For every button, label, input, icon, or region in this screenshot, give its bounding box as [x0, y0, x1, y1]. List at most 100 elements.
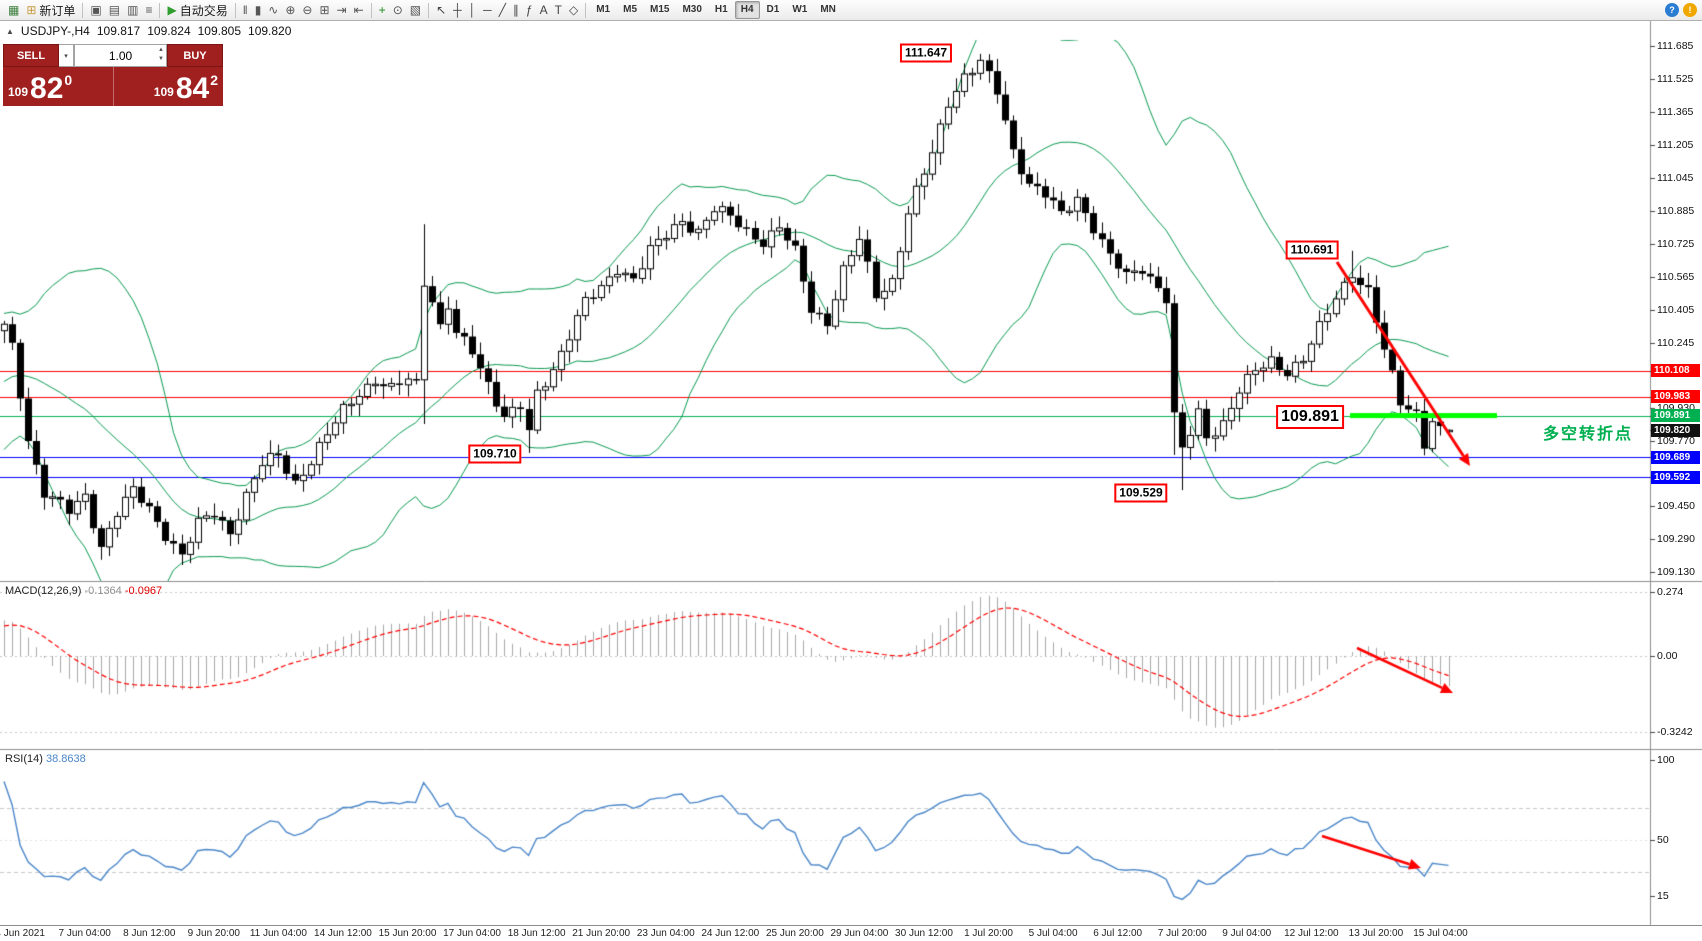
buy-button[interactable]: BUY: [167, 44, 223, 67]
trendline-icon[interactable]: ╱: [496, 1, 509, 19]
line-chart-icon[interactable]: ∿: [265, 1, 281, 19]
timeframe-button-h4[interactable]: H4: [734, 1, 760, 19]
sell-button[interactable]: SELL: [3, 44, 59, 67]
auto-scroll-icon[interactable]: ⇥: [334, 1, 350, 19]
time-label: 6 Jul 12:00: [1093, 928, 1143, 939]
time-label: 25 Jun 20:00: [765, 928, 824, 939]
trendline-icon: ╱: [498, 3, 506, 17]
chart-window-icon[interactable]: ▣: [87, 1, 104, 19]
candlestick-icon[interactable]: ▮: [252, 1, 265, 19]
buy-price[interactable]: 109 84 2: [112, 67, 224, 106]
channel-icon: ∥: [512, 3, 519, 17]
ask-sup: 2: [210, 72, 218, 88]
time-label: 8 Jun 12:00: [123, 928, 176, 939]
time-label: 15 Jul 04:00: [1413, 928, 1468, 939]
fibonacci-icon[interactable]: ƒ: [523, 1, 536, 19]
one-click-collapse-icon[interactable]: ▲: [6, 26, 14, 36]
one-click-trading-panel: SELL ▾ 1.00 ▲ ▼ BUY 109 82 0 109 84 2: [3, 44, 223, 106]
market-watch-icon: ▥: [127, 3, 139, 17]
templates-icon[interactable]: ▧: [407, 1, 424, 19]
horizontal-line-icon[interactable]: ─: [480, 1, 495, 19]
shapes-icon[interactable]: ◇: [566, 1, 581, 19]
time-label: 4 Jun 2021: [0, 928, 45, 939]
vertical-line-icon: │: [468, 3, 477, 17]
alerts-icon[interactable]: !: [1683, 3, 1697, 17]
time-label: 9 Jun 20:00: [187, 928, 240, 939]
timeframe-button-m15[interactable]: M15: [650, 4, 670, 15]
text-icon[interactable]: A: [537, 1, 551, 19]
new-order-button[interactable]: ⊞ 新订单: [23, 1, 78, 19]
autotrading-button[interactable]: ▶ 自动交易: [164, 1, 230, 19]
zoom-out-icon[interactable]: ⊖: [299, 1, 315, 19]
autotrading-glyph: ▶: [167, 3, 177, 17]
time-label: 30 Jun 12:00: [895, 928, 953, 939]
new-order-button-label: 新订单: [39, 3, 76, 18]
fibonacci-icon: ƒ: [525, 3, 533, 17]
cursor-icon[interactable]: ↖: [433, 1, 449, 19]
new-chart-icon: ▦: [8, 3, 20, 17]
toolbar-separator: [159, 2, 161, 18]
timeframe-button-d1[interactable]: D1: [766, 4, 780, 15]
vertical-line-icon[interactable]: │: [466, 1, 480, 19]
navigator-icon: ≡: [145, 3, 153, 17]
chart-shift-icon: ⇤: [353, 3, 364, 17]
crosshair-icon[interactable]: ┼: [450, 1, 465, 19]
toolbar-separator: [428, 2, 430, 18]
rsi-value: 38.8638: [45, 753, 86, 765]
ask-big: 84: [175, 72, 210, 105]
sell-price[interactable]: 109 82 0: [3, 67, 113, 106]
time-label: 29 Jun 04:00: [830, 928, 889, 939]
time-label: 11 Jun 04:00: [249, 928, 307, 939]
time-label: 1 Jul 20:00: [964, 928, 1013, 939]
label-icon: T: [554, 3, 562, 17]
market-watch-icon[interactable]: ▥: [124, 1, 141, 19]
indicators-icon[interactable]: +: [376, 1, 389, 19]
chart-shift-icon[interactable]: ⇤: [351, 1, 367, 19]
time-label: 5 Jul 04:00: [1028, 928, 1078, 939]
time-label: 14 Jun 12:00: [314, 928, 372, 939]
tile-windows-icon[interactable]: ⊞: [316, 1, 332, 19]
timeframe-button-m5[interactable]: M5: [623, 4, 638, 15]
bar-chart-icon[interactable]: ‖: [240, 1, 251, 19]
chart-caption: ▲ USDJPY-,H4 109.817 109.824 109.805 109…: [6, 24, 291, 38]
navigator-icon[interactable]: ≡: [142, 1, 155, 19]
horizontal-line-icon: ─: [483, 3, 492, 17]
community-icon[interactable]: ?: [1665, 3, 1679, 17]
ohlc-low: 109.805: [197, 24, 242, 38]
templates-icon: ▧: [409, 3, 422, 17]
rsi-name: RSI(14): [5, 753, 43, 765]
symbol-period: USDJPY-,H4: [20, 24, 90, 38]
zoom-in-icon[interactable]: ⊕: [282, 1, 298, 19]
macd-label: MACD(12,26,9) -0.1364 -0.0967: [5, 585, 162, 597]
volume-down-icon[interactable]: ▼: [158, 56, 164, 62]
new-order-glyph: ⊞: [26, 3, 37, 17]
volume-dropdown[interactable]: ▾: [59, 44, 74, 67]
ohlc-high: 109.824: [147, 24, 191, 38]
time-label: 12 Jul 12:00: [1284, 928, 1339, 939]
timeframe-button-w1[interactable]: W1: [792, 4, 808, 15]
crosshair-icon: ┼: [453, 3, 462, 17]
timeframe-button-m1[interactable]: M1: [596, 4, 611, 15]
auto-scroll-icon: ⇥: [336, 3, 347, 17]
timeframe-button-mn[interactable]: MN: [820, 4, 836, 15]
volume-up-icon[interactable]: ▲: [158, 47, 164, 53]
cursor-icon: ↖: [436, 3, 447, 17]
channel-icon[interactable]: ∥: [510, 1, 522, 19]
new-chart-icon[interactable]: ▦: [5, 1, 22, 19]
timeframe-button-h1[interactable]: H1: [714, 4, 728, 15]
rsi-label: RSI(14) 38.8638: [5, 753, 86, 765]
timeframe-button-m30[interactable]: M30: [682, 4, 702, 15]
macd-name: MACD(12,26,9): [5, 585, 82, 597]
profiles-icon[interactable]: ▤: [106, 1, 123, 19]
label-icon[interactable]: T: [552, 1, 565, 19]
ohlc-open: 109.817: [96, 24, 141, 38]
time-label: 18 Jun 12:00: [507, 928, 566, 939]
time-label: 15 Jun 20:00: [378, 928, 437, 939]
volume-input[interactable]: 1.00 ▲ ▼: [74, 44, 167, 67]
time-label: 7 Jun 04:00: [58, 928, 111, 939]
time-label: 7 Jul 20:00: [1157, 928, 1207, 939]
periods-icon[interactable]: ⊙: [390, 1, 406, 19]
time-axis[interactable]: 4 Jun 2021 7 Jun 04:00 8 Jun 12:00 9 Jun 20…: [0, 925, 1702, 941]
bid-big: 82: [30, 72, 64, 105]
